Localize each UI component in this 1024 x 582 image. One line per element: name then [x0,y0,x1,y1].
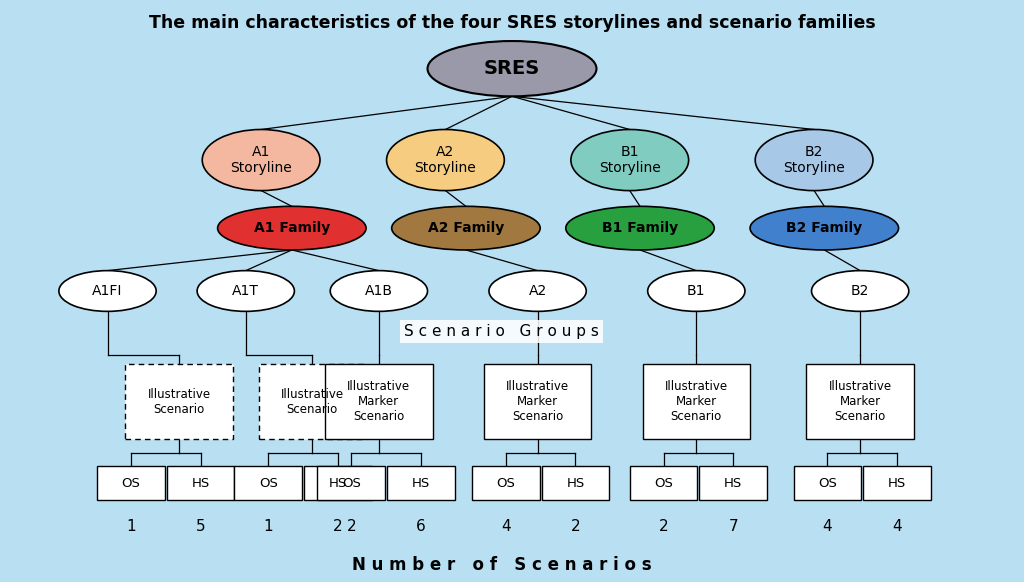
Ellipse shape [648,271,745,311]
Ellipse shape [197,271,295,311]
Text: 2: 2 [333,519,343,534]
FancyBboxPatch shape [630,466,697,500]
Ellipse shape [386,130,504,191]
FancyBboxPatch shape [807,364,913,439]
FancyBboxPatch shape [97,466,165,500]
Text: A2 Family: A2 Family [428,221,504,235]
Text: A1T: A1T [232,284,259,298]
Ellipse shape [811,271,909,311]
Text: A2: A2 [528,284,547,298]
FancyBboxPatch shape [387,466,455,500]
Text: OS: OS [497,477,515,489]
Text: HS: HS [412,477,430,489]
Text: 2: 2 [658,519,669,534]
Text: OS: OS [122,477,140,489]
Text: Illustrative
Marker
Scenario: Illustrative Marker Scenario [828,380,892,423]
FancyBboxPatch shape [699,466,767,500]
Text: HS: HS [888,477,906,489]
Text: B2 Family: B2 Family [786,221,862,235]
Text: Illustrative
Scenario: Illustrative Scenario [281,388,344,416]
Text: 1: 1 [263,519,273,534]
FancyBboxPatch shape [258,364,367,439]
Text: 1: 1 [126,519,136,534]
Text: 5: 5 [196,519,206,534]
Text: HS: HS [566,477,585,489]
Text: Illustrative
Marker
Scenario: Illustrative Marker Scenario [506,380,569,423]
Ellipse shape [428,41,596,97]
Text: HS: HS [329,477,347,489]
Ellipse shape [58,271,156,311]
Text: SRES: SRES [484,59,540,78]
Text: 4: 4 [822,519,833,534]
Ellipse shape [391,206,541,250]
Text: 4: 4 [501,519,511,534]
Text: HS: HS [724,477,742,489]
FancyBboxPatch shape [863,466,931,500]
FancyBboxPatch shape [542,466,609,500]
Text: B1
Storyline: B1 Storyline [599,145,660,175]
Text: B2
Storyline: B2 Storyline [783,145,845,175]
FancyBboxPatch shape [125,364,232,439]
FancyBboxPatch shape [167,466,234,500]
Ellipse shape [217,206,367,250]
Ellipse shape [571,130,688,191]
FancyBboxPatch shape [234,466,302,500]
Text: OS: OS [654,477,673,489]
FancyBboxPatch shape [304,466,372,500]
Text: OS: OS [818,477,837,489]
Text: A1B: A1B [365,284,393,298]
Text: A2
Storyline: A2 Storyline [415,145,476,175]
Text: HS: HS [191,477,210,489]
Text: OS: OS [342,477,360,489]
FancyBboxPatch shape [472,466,540,500]
Ellipse shape [489,271,586,311]
FancyBboxPatch shape [643,364,750,439]
Text: Illustrative
Marker
Scenario: Illustrative Marker Scenario [347,380,411,423]
Ellipse shape [750,206,899,250]
Text: N u m b e r   o f   S c e n a r i o s: N u m b e r o f S c e n a r i o s [352,556,651,573]
Text: A1 Family: A1 Family [254,221,330,235]
FancyBboxPatch shape [484,364,592,439]
Text: B1 Family: B1 Family [602,221,678,235]
Text: 2: 2 [346,519,356,534]
Text: B2: B2 [851,284,869,298]
Text: 7: 7 [728,519,738,534]
FancyBboxPatch shape [326,364,432,439]
Text: Illustrative
Marker
Scenario: Illustrative Marker Scenario [665,380,728,423]
Text: The main characteristics of the four SRES storylines and scenario families: The main characteristics of the four SRE… [148,15,876,32]
FancyBboxPatch shape [317,466,385,500]
Text: A1FI: A1FI [92,284,123,298]
Ellipse shape [330,271,428,311]
Ellipse shape [756,130,872,191]
Ellipse shape [565,206,715,250]
Text: 4: 4 [892,519,902,534]
Text: 2: 2 [570,519,581,534]
FancyBboxPatch shape [794,466,861,500]
Text: Illustrative
Scenario: Illustrative Scenario [147,388,211,416]
Text: S c e n a r i o   G r o u p s: S c e n a r i o G r o u p s [404,324,599,339]
Text: OS: OS [259,477,278,489]
Text: 6: 6 [416,519,426,534]
Text: A1
Storyline: A1 Storyline [230,145,292,175]
Text: B1: B1 [687,284,706,298]
Ellipse shape [203,130,319,191]
